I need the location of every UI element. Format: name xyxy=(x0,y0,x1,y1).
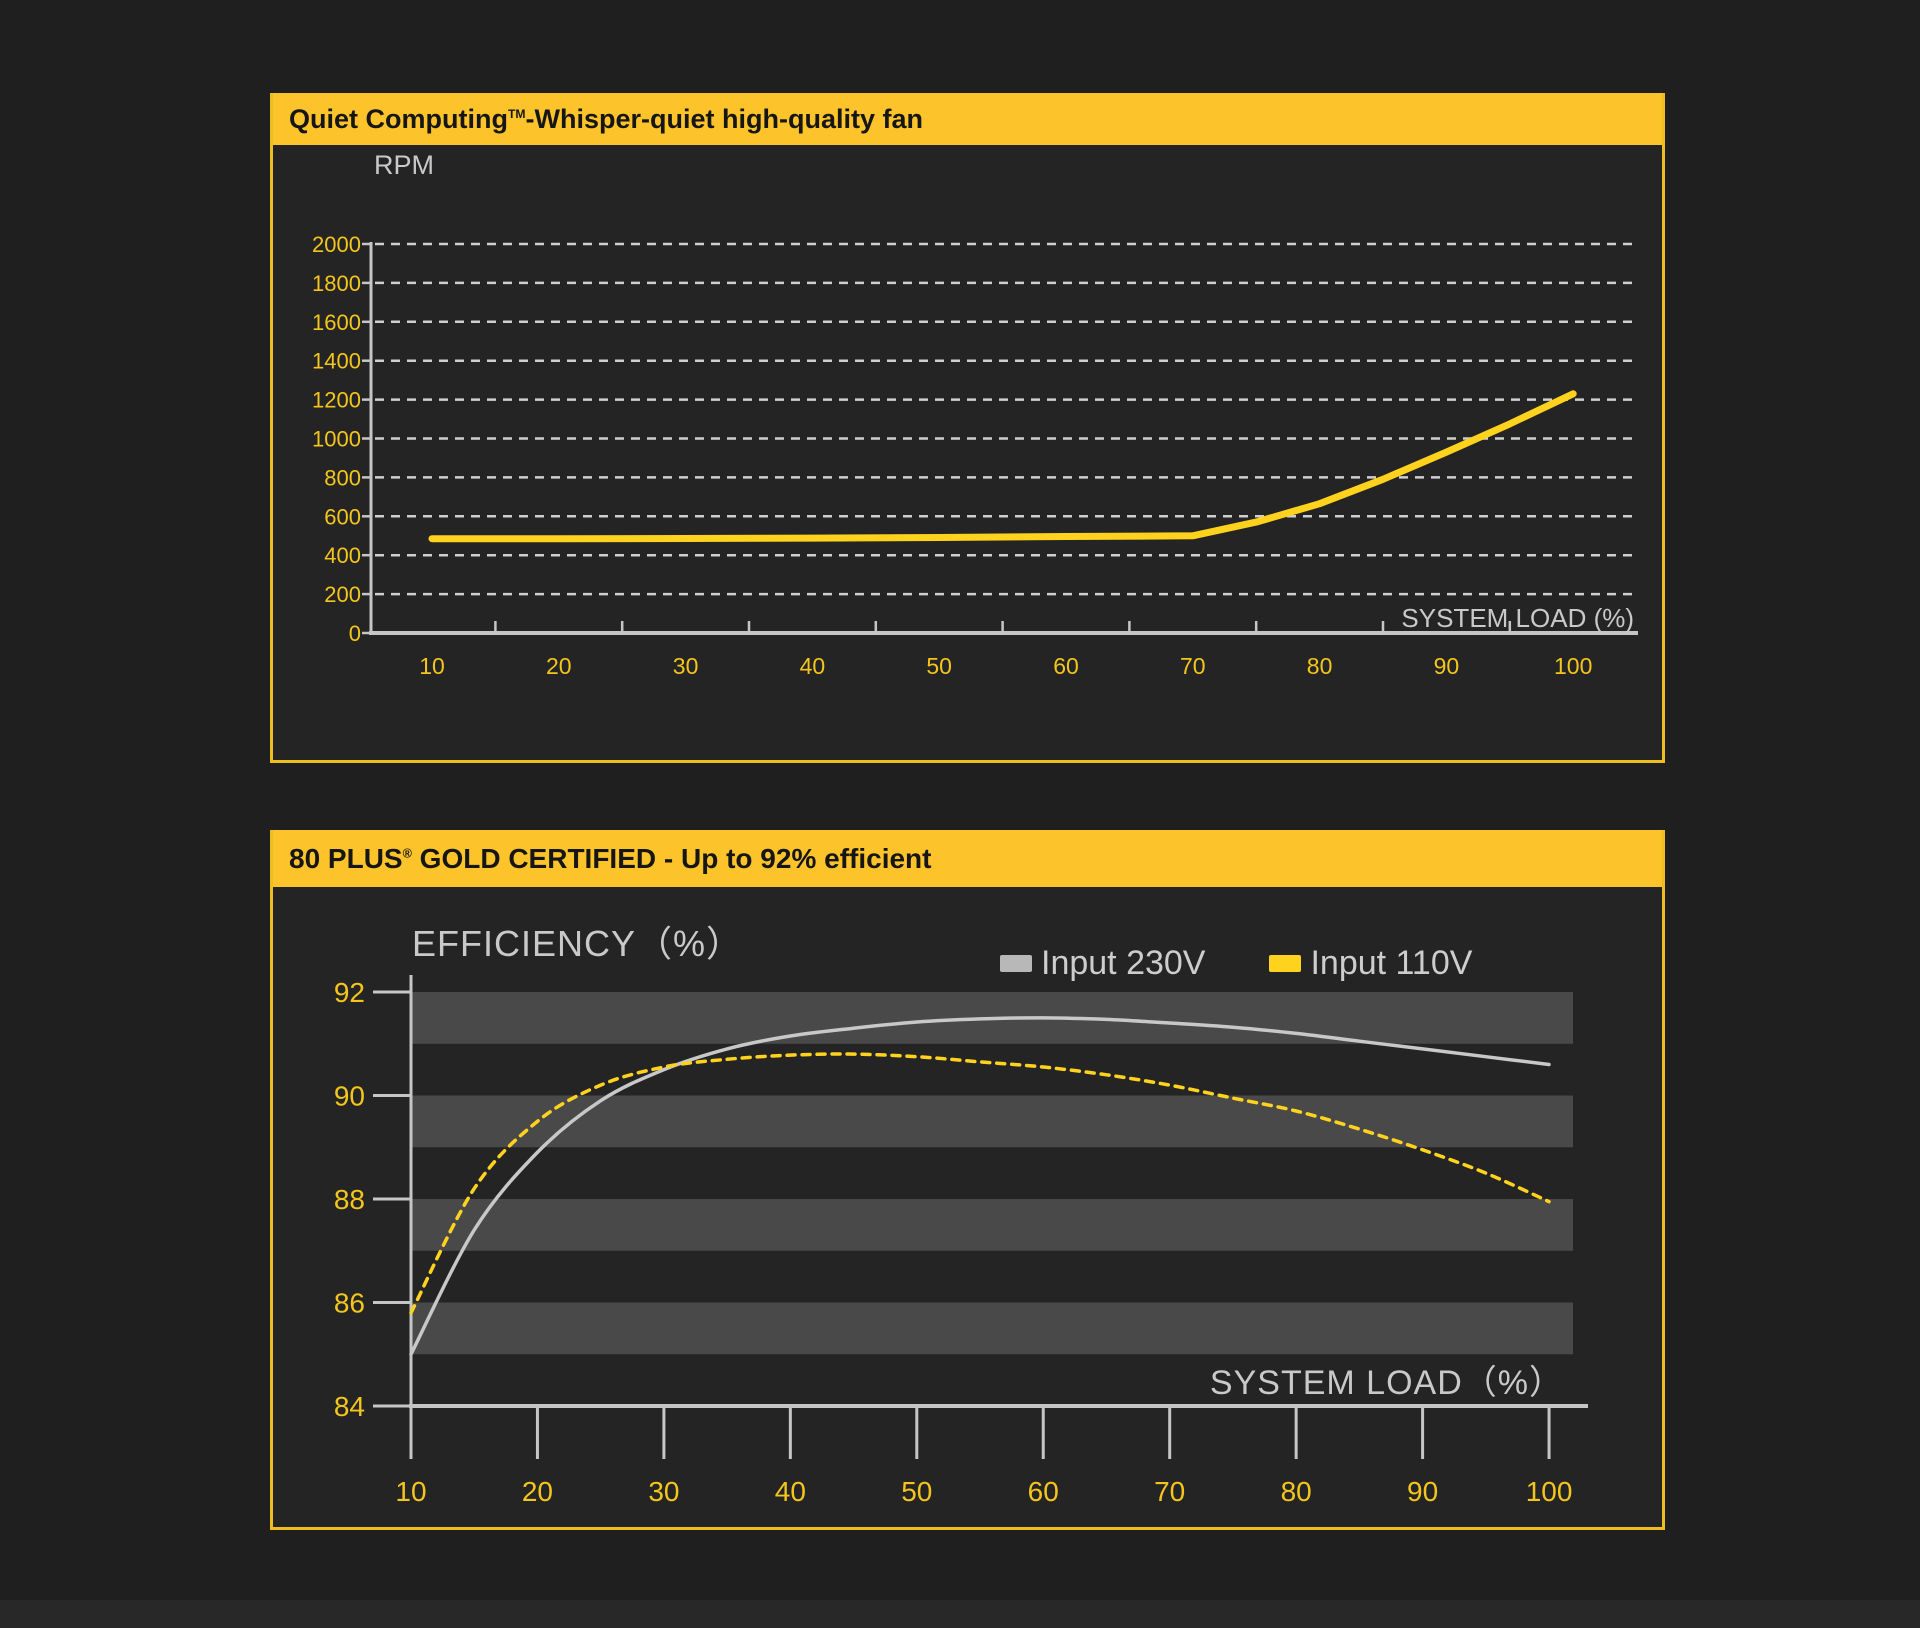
fan-x-axis-title: SYSTEM LOAD (%) xyxy=(1401,603,1634,633)
fan-xtick-20: 20 xyxy=(546,653,572,679)
eff-xtick-10: 10 xyxy=(395,1476,426,1507)
fan-ytick-1200: 1200 xyxy=(312,388,361,413)
fan-xtick-50: 50 xyxy=(926,653,952,679)
eff-xtick-70: 70 xyxy=(1154,1476,1185,1507)
efficiency-panel: 80 PLUS® GOLD CERTIFIED - Up to 92% effi… xyxy=(270,830,1665,1530)
eff-ytick-86: 86 xyxy=(334,1288,365,1319)
eff-xtick-60: 60 xyxy=(1028,1476,1059,1507)
efficiency-legend: Input 230V Input 110V xyxy=(1000,944,1472,983)
fan-speed-line xyxy=(428,390,1577,543)
efficiency-panel-title: 80 PLUS xyxy=(289,843,403,874)
band-87-88 xyxy=(412,1199,1573,1251)
fan-ytick-1400: 1400 xyxy=(312,349,361,374)
fan-panel-title-rest: -Whisper-quiet high-quality fan xyxy=(525,104,923,134)
eff-ytick-90: 90 xyxy=(334,1081,365,1112)
fan-xtick-80: 80 xyxy=(1307,653,1333,679)
fan-ytick-800: 800 xyxy=(324,465,361,490)
efficiency-x-axis-title: SYSTEM LOAD（%） xyxy=(1209,1364,1564,1402)
input-110v-curve xyxy=(409,1052,1551,1315)
fan-panel-header: Quiet ComputingTM-Whisper-quiet high-qua… xyxy=(273,93,1662,145)
efficiency-chart: 84 86 88 90 92 10 20 30 40 50 60 70 80 90 100 xyxy=(334,975,1588,1507)
efficiency-y-axis-title: EFFICIENCY（%） xyxy=(412,923,744,964)
fan-panel-title: Quiet Computing xyxy=(289,104,508,134)
eff-xtick-90: 90 xyxy=(1407,1476,1438,1507)
input-110v-label: Input 110V xyxy=(1310,944,1473,982)
eff-xtick-50: 50 xyxy=(901,1476,932,1507)
eff-ytick-88: 88 xyxy=(334,1184,365,1215)
efficiency-panel-title-rest: GOLD CERTIFIED - Up to 92% efficient xyxy=(411,843,932,874)
trademark-symbol: TM xyxy=(507,107,526,121)
eff-xtick-40: 40 xyxy=(775,1476,806,1507)
input-110v-swatch xyxy=(1269,955,1302,972)
fan-speed-chart: 0 200 400 600 800 1000 1200 1400 1600 1800 2000 10 2… xyxy=(312,232,1638,679)
eff-xtick-100: 100 xyxy=(1526,1476,1573,1507)
legend-item-input-110v: Input 110V xyxy=(1269,944,1472,983)
fan-y-axis-title: RPM xyxy=(374,150,434,180)
bottom-strip xyxy=(0,1600,1920,1628)
input-230v-label: Input 230V xyxy=(1041,944,1206,982)
fan-xtick-90: 90 xyxy=(1434,653,1460,679)
registered-symbol: ® xyxy=(402,846,412,861)
fan-xtick-10: 10 xyxy=(419,653,445,679)
eff-xtick-30: 30 xyxy=(648,1476,679,1507)
fan-ytick-1000: 1000 xyxy=(312,427,361,452)
eff-ytick-92: 92 xyxy=(334,977,365,1008)
fan-ytick-1800: 1800 xyxy=(312,271,361,296)
fan-speed-panel: Quiet ComputingTM-Whisper-quiet high-qua… xyxy=(270,93,1665,763)
band-89-90 xyxy=(412,1095,1573,1148)
fan-ytick-0: 0 xyxy=(349,621,361,646)
fan-ytick-400: 400 xyxy=(324,543,361,568)
input-230v-curve xyxy=(409,1016,1551,1356)
fan-ytick-200: 200 xyxy=(324,582,361,607)
fan-ytick-1600: 1600 xyxy=(312,310,361,335)
eff-ytick-84: 84 xyxy=(334,1391,365,1422)
fan-xtick-100: 100 xyxy=(1554,653,1592,679)
band-85-86 xyxy=(412,1302,1573,1355)
fan-ytick-600: 600 xyxy=(324,504,361,529)
input-230v-swatch xyxy=(1000,955,1032,972)
legend-item-input-230v: Input 230V xyxy=(1000,944,1205,983)
efficiency-panel-header: 80 PLUS® GOLD CERTIFIED - Up to 92% effi… xyxy=(273,830,1662,887)
eff-xtick-80: 80 xyxy=(1281,1476,1312,1507)
fan-xtick-70: 70 xyxy=(1180,653,1206,679)
fan-xtick-40: 40 xyxy=(800,653,826,679)
eff-xtick-20: 20 xyxy=(522,1476,553,1507)
fan-xtick-60: 60 xyxy=(1053,653,1079,679)
fan-xtick-30: 30 xyxy=(673,653,699,679)
fan-ytick-2000: 2000 xyxy=(312,232,361,257)
